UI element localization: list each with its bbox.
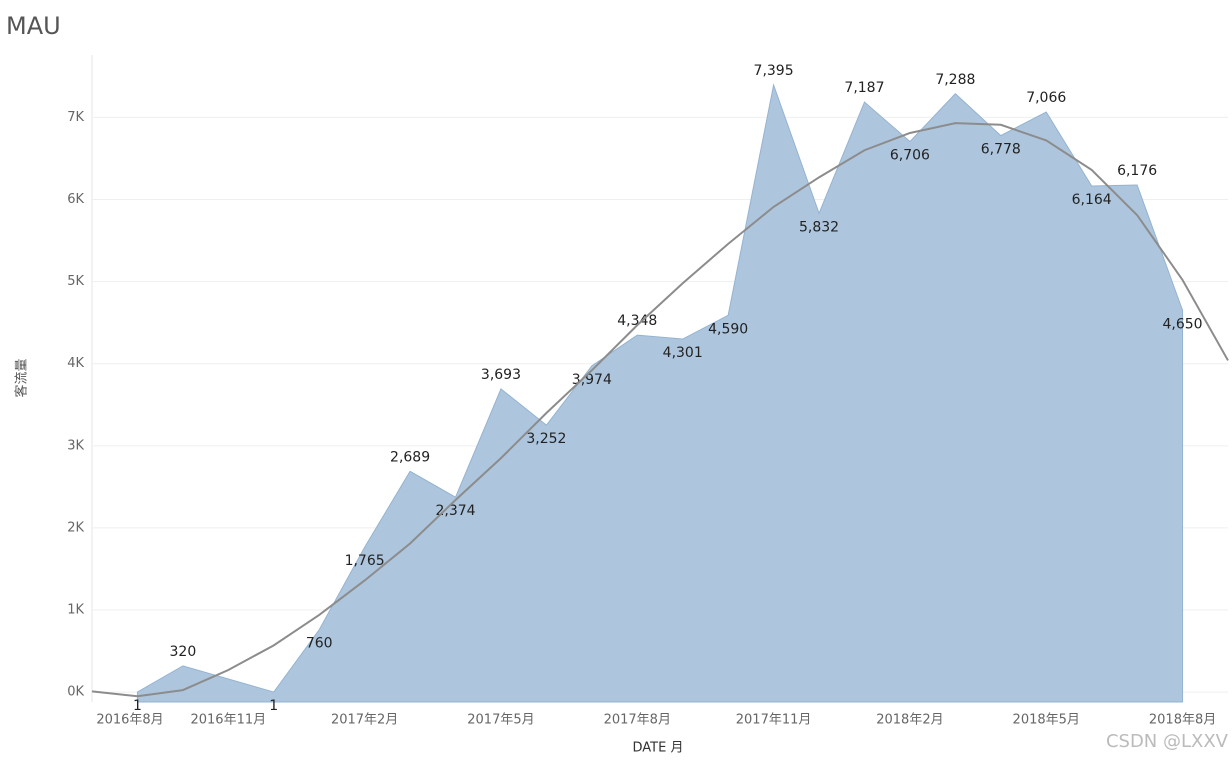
data-label: 4,348 [617,313,657,329]
x-tick-label: 2016年8月 [96,713,163,728]
x-tick-label: 2018年5月 [1013,713,1080,728]
data-label: 7,187 [844,80,884,96]
watermark: CSDN @LXXV [1106,731,1229,752]
x-tick-label: 2018年8月 [1149,713,1216,728]
data-label: 320 [170,644,197,660]
y-tick-label: 4K [67,356,84,371]
data-label: 1,765 [345,553,385,569]
y-tick-label: 1K [67,603,84,618]
data-label: 7,395 [754,63,794,79]
data-label: 7,288 [935,72,975,88]
data-label: 1 [269,698,278,714]
data-label: 6,164 [1072,192,1112,208]
y-tick-label: 2K [67,520,84,535]
data-label: 6,176 [1117,163,1157,179]
trend-line [91,122,1229,698]
data-label: 760 [306,636,333,652]
x-tick-label: 2018年2月 [876,713,943,728]
y-tick-label: 5K [67,274,84,289]
data-label: 2,374 [435,503,475,519]
y-tick-label: 3K [67,438,84,453]
data-label: 7,066 [1026,90,1066,106]
x-tick-label: 2017年8月 [604,713,671,728]
y-axis-title: 客流量 [14,358,30,397]
data-label: 3,974 [572,372,612,388]
data-label: 3,252 [526,431,566,447]
chart-title: MAU [6,12,61,40]
data-label: 3,693 [481,367,521,383]
data-label: 2,689 [390,449,430,465]
data-label: 6,778 [981,142,1021,158]
x-tick-label: 2017年5月 [467,713,534,728]
area [136,83,1184,703]
data-label: 6,706 [890,148,930,164]
x-tick-label: 2017年11月 [736,713,812,728]
x-axis-title: DATE 月 [633,741,684,756]
y-tick-label: 6K [67,192,84,207]
data-label: 4,650 [1163,316,1203,332]
data-label: 1 [133,698,142,714]
x-tick-label: 2016年11月 [190,713,266,728]
x-tick-label: 2017年2月 [331,713,398,728]
data-label: 4,590 [708,321,748,337]
y-tick-label: 7K [67,110,84,125]
data-label: 5,832 [799,219,839,235]
data-label: 4,301 [663,345,703,361]
y-tick-label: 0K [67,685,84,700]
